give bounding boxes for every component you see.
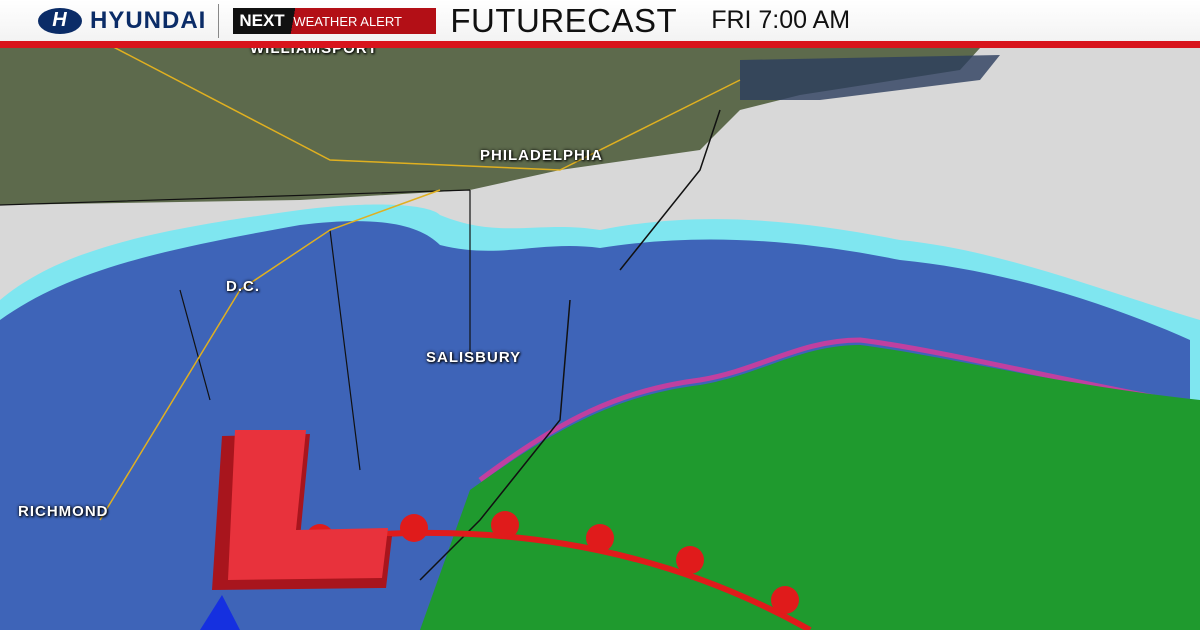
cold-front-piece [200, 595, 240, 630]
forecast-time: FRI 7:00 AM [711, 6, 851, 34]
page-title: FUTURECAST [450, 1, 678, 39]
sponsor-logo: H HYUNDAI [38, 7, 206, 35]
coastline [419, 109, 721, 581]
rain-area [420, 345, 1200, 630]
weather-alert-badge: NEXT WEATHER ALERT [233, 7, 437, 34]
land-terrain [0, 48, 980, 205]
state-borders [0, 189, 471, 471]
divider [218, 3, 220, 38]
city-label-salisbury: SALISBURY [426, 349, 522, 366]
highways [99, 39, 741, 521]
sponsor-name: HYUNDAI [90, 6, 207, 34]
header-bar: H HYUNDAI NEXT WEATHER ALERT FUTURECAST … [0, 0, 1200, 41]
city-label-philadelphia: PHILADELPHIA [480, 147, 603, 164]
accent-stripe [0, 41, 1200, 48]
city-label-richmond: RICHMOND [18, 503, 109, 520]
brand-alert: WEATHER ALERT [293, 13, 402, 29]
mix-line [478, 337, 1171, 483]
ocean-dark [740, 55, 1000, 100]
low-pressure-symbol [212, 430, 392, 590]
brand-next: NEXT [239, 10, 285, 30]
hyundai-logo-icon: H [38, 7, 82, 34]
city-label-dc: D.C. [226, 278, 260, 295]
